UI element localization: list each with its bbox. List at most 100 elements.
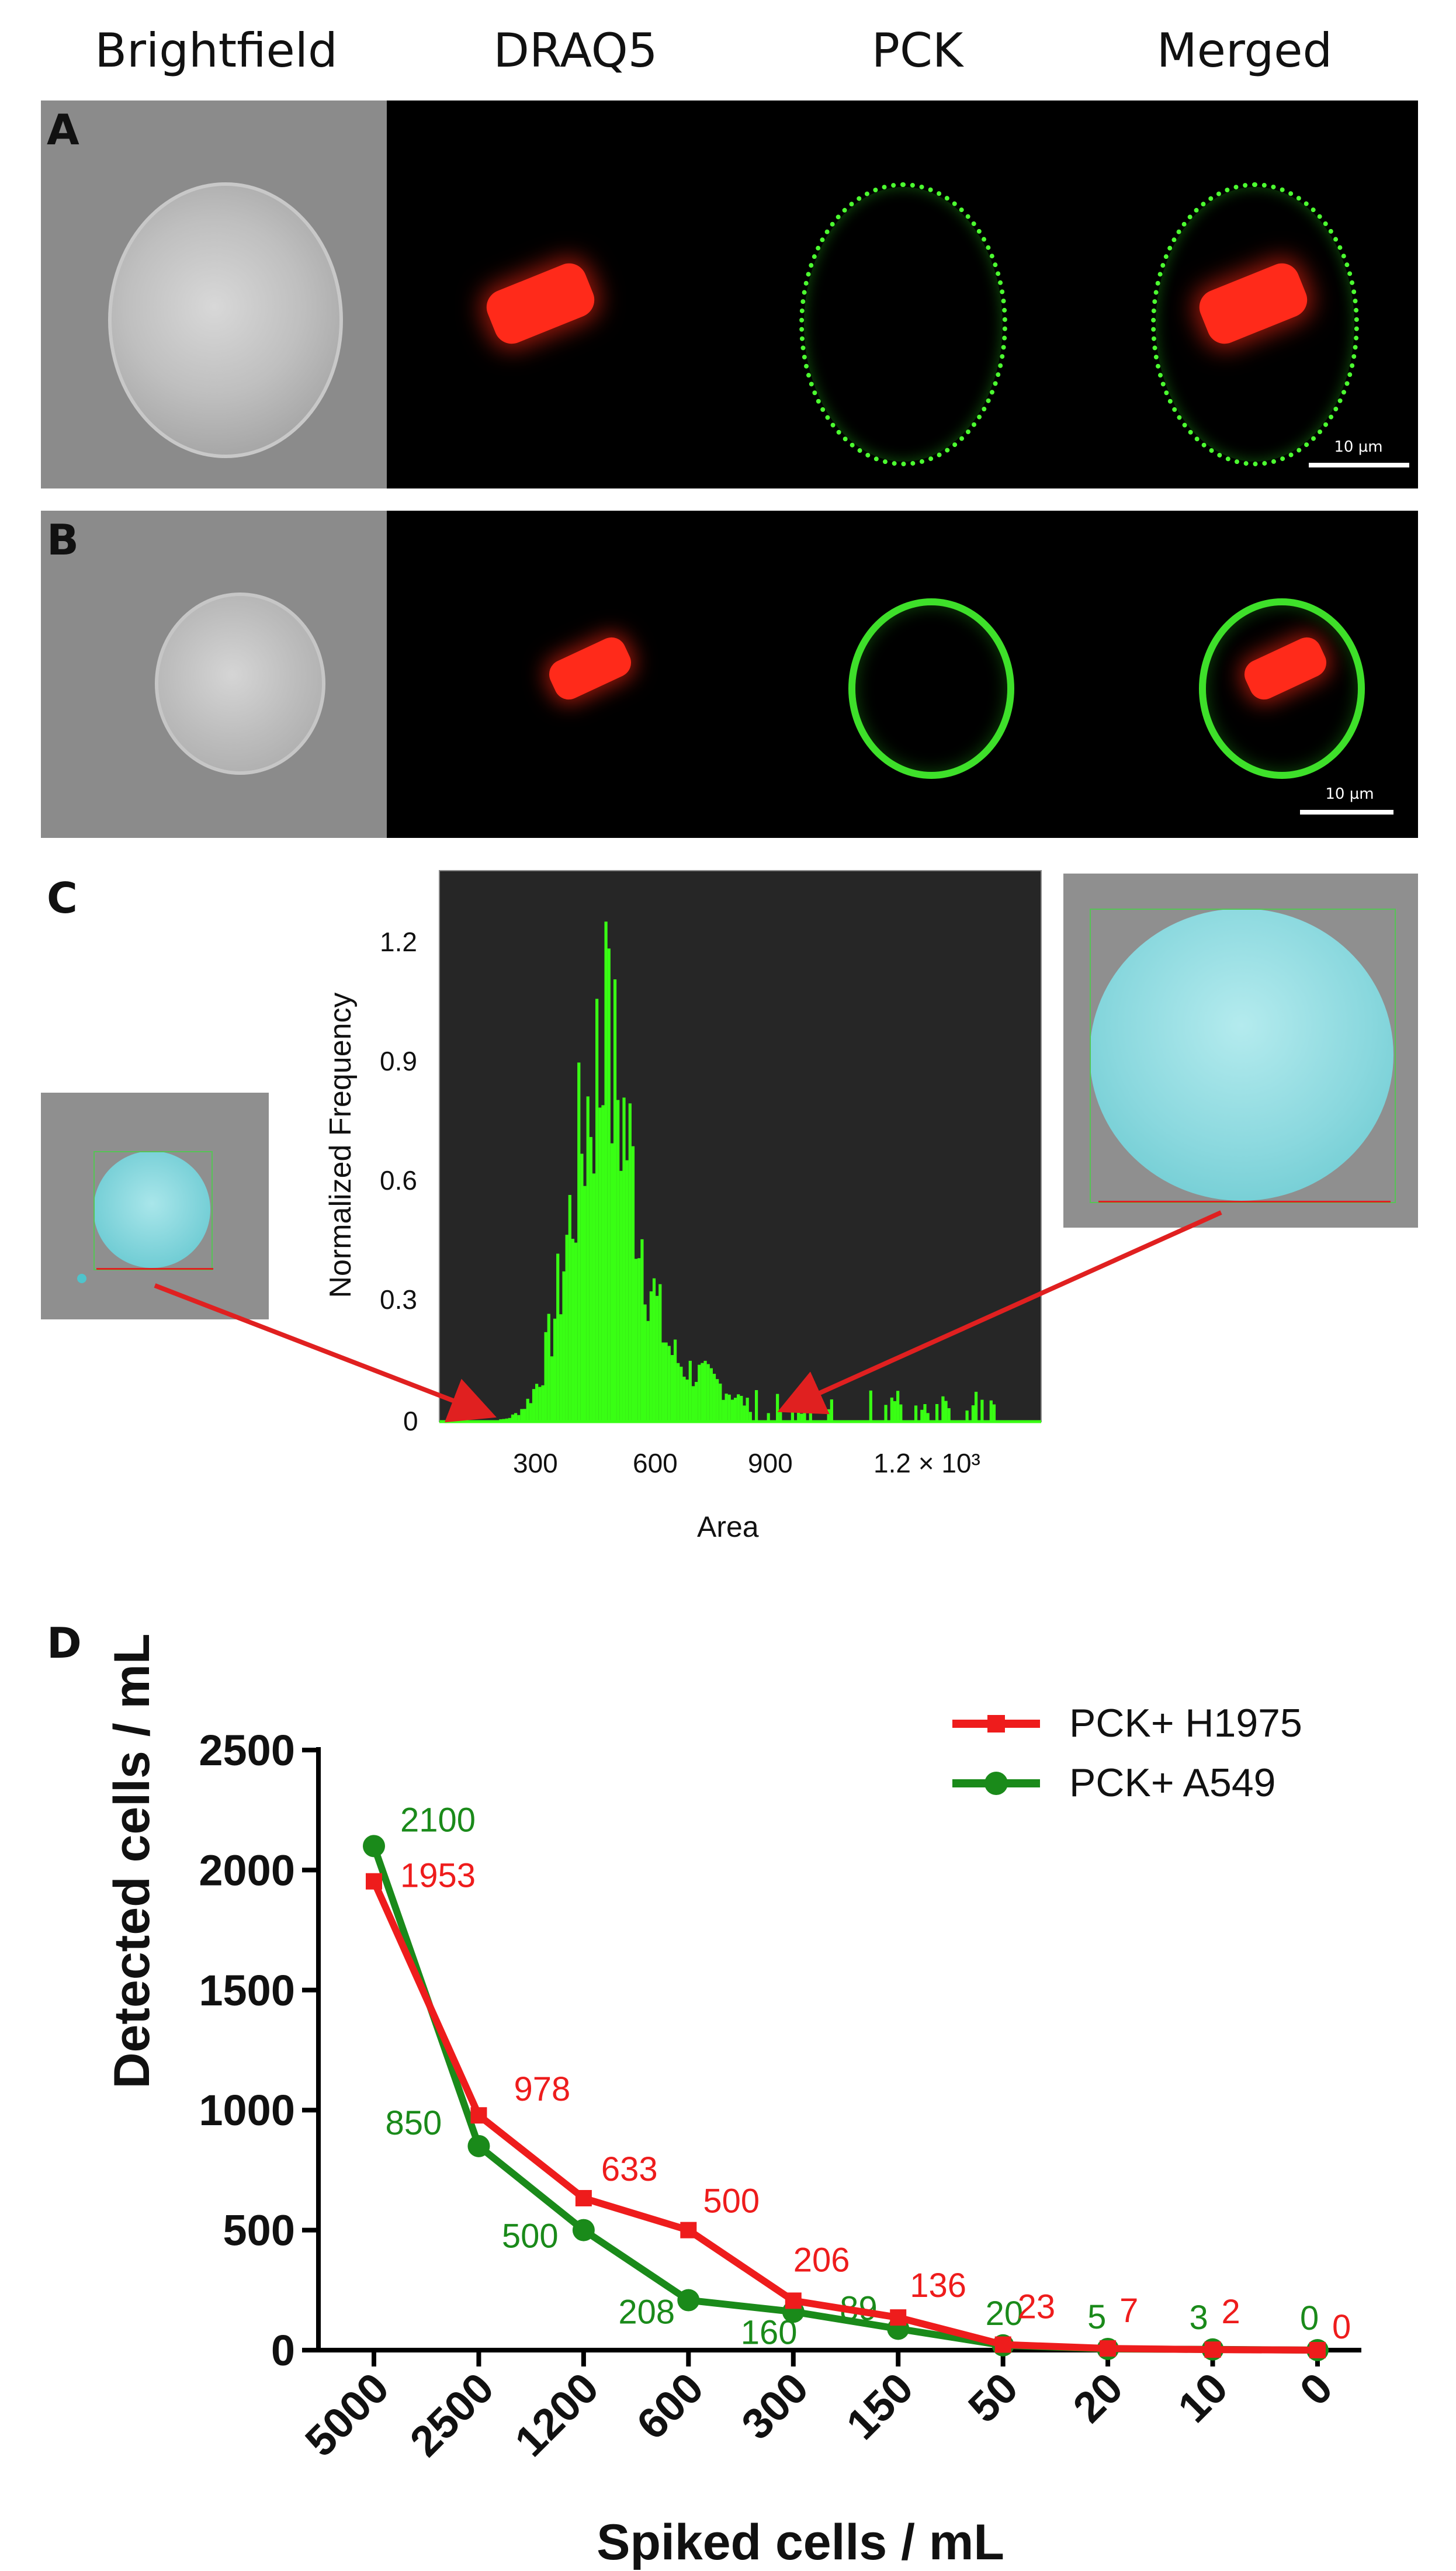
histogram-bar xyxy=(685,1379,689,1422)
chart-x-label: Spiked cells / mL xyxy=(597,2514,1004,2570)
histogram-x-tick: 600 xyxy=(633,1448,678,1478)
histogram-bar xyxy=(610,1143,614,1422)
histogram-bar xyxy=(670,1355,674,1422)
data-label: 0 xyxy=(1332,2308,1351,2346)
image-strip-b: 10 µm xyxy=(41,511,1418,838)
histogram-bar xyxy=(544,1332,547,1422)
histogram-bar xyxy=(743,1405,746,1422)
column-header-draq5: DRAQ5 xyxy=(493,23,658,78)
legend-label-h1975: PCK+ H1975 xyxy=(1069,1701,1302,1745)
histogram-bar xyxy=(619,1170,623,1422)
histogram-bar xyxy=(635,1259,638,1422)
histogram-bar xyxy=(698,1364,701,1422)
panel-label-d: D xyxy=(47,1619,82,1668)
scale-bar-label-b: 10 µm xyxy=(1325,785,1374,803)
histogram-bar xyxy=(532,1389,536,1422)
data-label: 208 xyxy=(618,2293,675,2331)
column-header-pck: PCK xyxy=(871,23,963,78)
histogram-bar xyxy=(703,1360,707,1422)
x-tick-label: 2500 xyxy=(401,2364,503,2466)
histogram-bar xyxy=(586,1096,590,1422)
histogram-bar xyxy=(625,1160,629,1422)
histogram-bar xyxy=(568,1195,571,1422)
histogram-bar xyxy=(733,1398,737,1422)
histogram-bar xyxy=(779,1412,782,1422)
histogram-bar xyxy=(992,1404,996,1422)
histogram-bar xyxy=(716,1379,719,1422)
histogram-bar xyxy=(869,1390,872,1422)
histogram-bar xyxy=(830,1399,833,1422)
histogram-y-ticks: 0 0.3 0.6 0.9 1.2 xyxy=(380,927,418,1436)
histogram-bar xyxy=(535,1384,539,1422)
scale-bar-b xyxy=(1300,810,1393,815)
data-point-square xyxy=(680,2222,697,2239)
chart-y-label: Detected cells / mL xyxy=(104,1633,160,2088)
image-strip-a: 10 µm xyxy=(41,101,1418,488)
y-tick-label: 1500 xyxy=(199,1966,295,2015)
histogram-bar xyxy=(974,1391,978,1422)
small-cell-thumbnail xyxy=(41,1093,269,1319)
histogram-bar xyxy=(688,1360,692,1422)
histogram-bar xyxy=(574,1242,578,1422)
histogram-bar xyxy=(595,999,599,1422)
histogram-bar xyxy=(691,1386,695,1422)
y-tick-label: 500 xyxy=(223,2206,295,2255)
histogram-bar xyxy=(695,1382,698,1422)
scale-bar-a xyxy=(1309,463,1409,467)
y-tick-label: 1000 xyxy=(199,2086,295,2135)
histogram-bar xyxy=(592,1173,596,1422)
histogram-bar xyxy=(661,1342,665,1422)
legend-marker-h1975 xyxy=(987,1715,1005,1733)
series-line-0 xyxy=(370,1880,1318,2354)
arrow-small-cell xyxy=(154,1283,497,1423)
chart-x-axis: 5000 2500 1200 600 300 150 50 20 10 0 xyxy=(296,2348,1361,2466)
histogram-bar xyxy=(701,1363,704,1422)
panel-label-c: C xyxy=(47,874,78,923)
column-header-brightfield: Brightfield xyxy=(95,23,338,78)
chart-y-axis: 0 500 1000 1500 2000 2500 xyxy=(199,1726,321,2375)
data-point-square xyxy=(1100,2340,1117,2357)
histogram-bar xyxy=(553,1318,557,1422)
brightfield-image-b xyxy=(41,511,387,838)
histogram-x-tick: 1.2 × 10³ xyxy=(873,1448,980,1478)
histogram-bar xyxy=(652,1278,656,1422)
data-label: 0 xyxy=(1300,2299,1319,2337)
histogram-bar xyxy=(526,1398,529,1422)
histogram-x-label: Area xyxy=(697,1510,759,1543)
legend-marker-a549 xyxy=(984,1772,1008,1795)
histogram-bar xyxy=(646,1321,650,1422)
histogram-bar xyxy=(944,1401,948,1422)
data-label: 3 xyxy=(1190,2299,1208,2337)
y-tick-label: 0 xyxy=(271,2326,295,2375)
data-label: 633 xyxy=(601,2150,658,2188)
histogram-y-tick: 0.3 xyxy=(380,1284,417,1315)
histogram-bar xyxy=(740,1395,743,1422)
histogram-bar xyxy=(580,1153,584,1422)
histogram-bar xyxy=(631,1146,635,1422)
histogram-bar xyxy=(541,1385,545,1422)
histogram-bar xyxy=(709,1368,713,1422)
data-label: 5 xyxy=(1087,2298,1106,2336)
histogram-bar xyxy=(604,921,608,1422)
histogram-bar xyxy=(656,1295,659,1422)
data-label: 1953 xyxy=(400,1857,476,1895)
histogram-bar xyxy=(556,1253,560,1422)
histogram-bar xyxy=(514,1413,518,1422)
data-label: 2 xyxy=(1222,2293,1240,2331)
histogram-bar xyxy=(673,1339,677,1422)
histogram-bar xyxy=(680,1366,683,1422)
histogram-bar xyxy=(730,1399,734,1422)
y-tick-label: 2500 xyxy=(199,1726,295,1775)
histogram-bar xyxy=(980,1399,984,1422)
histogram-x-tick: 900 xyxy=(748,1448,793,1478)
histogram-bar xyxy=(643,1304,647,1422)
histogram-bar xyxy=(767,1413,770,1422)
histogram-bar xyxy=(538,1387,542,1422)
histogram-bar xyxy=(511,1414,515,1422)
histogram-bar xyxy=(658,1284,662,1422)
histogram-bar xyxy=(607,948,611,1422)
histogram-bar xyxy=(589,1136,592,1422)
data-point-square xyxy=(366,1873,382,1890)
x-tick-label: 5000 xyxy=(296,2364,398,2466)
